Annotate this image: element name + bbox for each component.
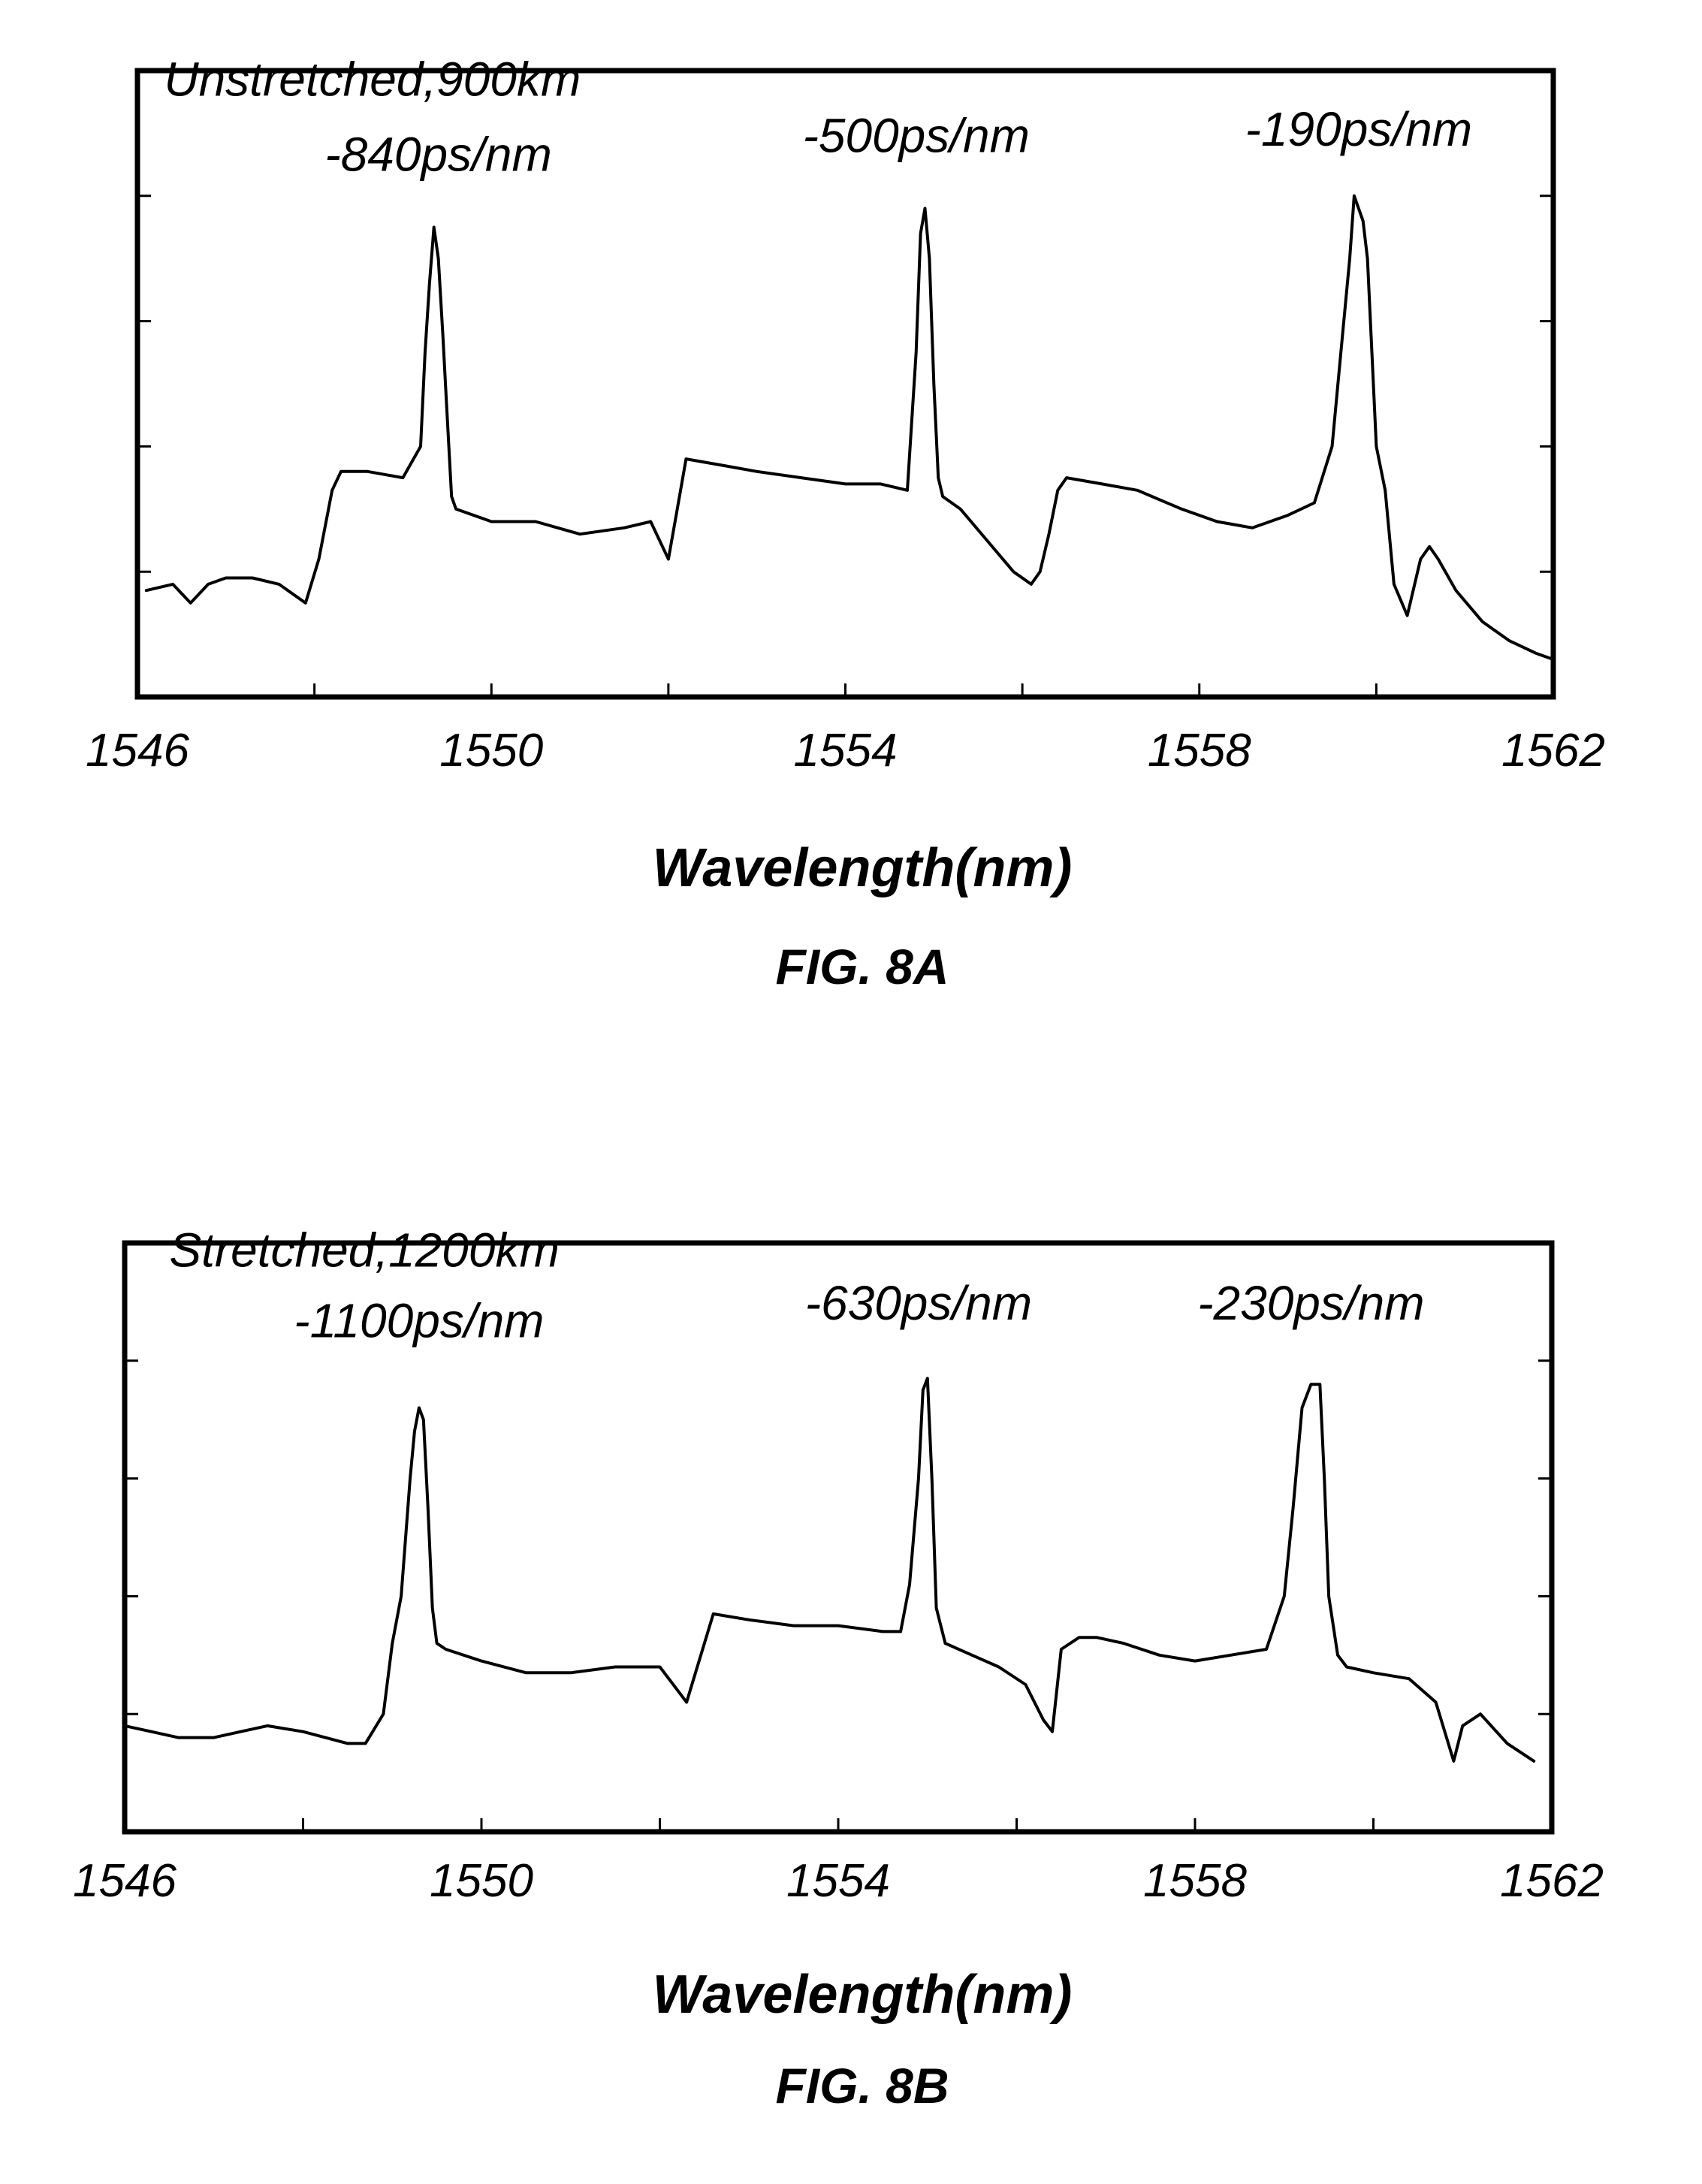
- figure-label-8b: FIG. 8B: [775, 2058, 949, 2113]
- dispersion-label: -500ps/nm: [803, 108, 1030, 162]
- y-ticks-8b: [125, 1361, 1552, 1714]
- x-tick-label: 1558: [1148, 725, 1251, 777]
- x-tick-label: 1554: [786, 1855, 890, 1907]
- x-axis-label-8a: Wavelength(nm): [653, 838, 1073, 898]
- chart-fig-8b: 1546 1550 1554 1558 1562 Stretched,1200km -11…: [73, 1223, 1604, 2113]
- x-tick-label: 1546: [86, 725, 189, 777]
- x-tick-label: 1562: [1500, 1855, 1604, 1907]
- condition-label: Stretched,1200km: [169, 1223, 559, 1277]
- spectrum-trace-8a: [146, 196, 1553, 659]
- x-tick-label: 1562: [1501, 725, 1605, 777]
- y-ticks-8a: [137, 196, 1553, 572]
- x-tick-label: 1546: [73, 1855, 177, 1907]
- chart-fig-8a: 1546 1550 1554 1558 1562 Unstretched,900km -8…: [86, 52, 1605, 994]
- x-tick-labels-8b: 1546 1550 1554 1558 1562: [73, 1855, 1604, 1907]
- condition-label: Unstretched,900km: [164, 52, 581, 106]
- dispersion-label: -230ps/nm: [1197, 1276, 1424, 1330]
- x-tick-label: 1550: [439, 725, 543, 777]
- spectrum-trace-8b: [125, 1378, 1534, 1761]
- dispersion-label: -630ps/nm: [805, 1276, 1032, 1330]
- x-tick-label: 1558: [1143, 1855, 1247, 1907]
- figure-label-8a: FIG. 8A: [775, 939, 949, 994]
- x-tick-label: 1550: [430, 1855, 533, 1907]
- x-tick-labels-8a: 1546 1550 1554 1558 1562: [86, 725, 1605, 777]
- dispersion-label: -840ps/nm: [324, 127, 551, 181]
- dispersion-label: -1100ps/nm: [294, 1293, 544, 1347]
- x-tick-label: 1554: [794, 725, 898, 777]
- dispersion-label: -190ps/nm: [1245, 102, 1472, 156]
- x-axis-label-8b: Wavelength(nm): [653, 1965, 1073, 2025]
